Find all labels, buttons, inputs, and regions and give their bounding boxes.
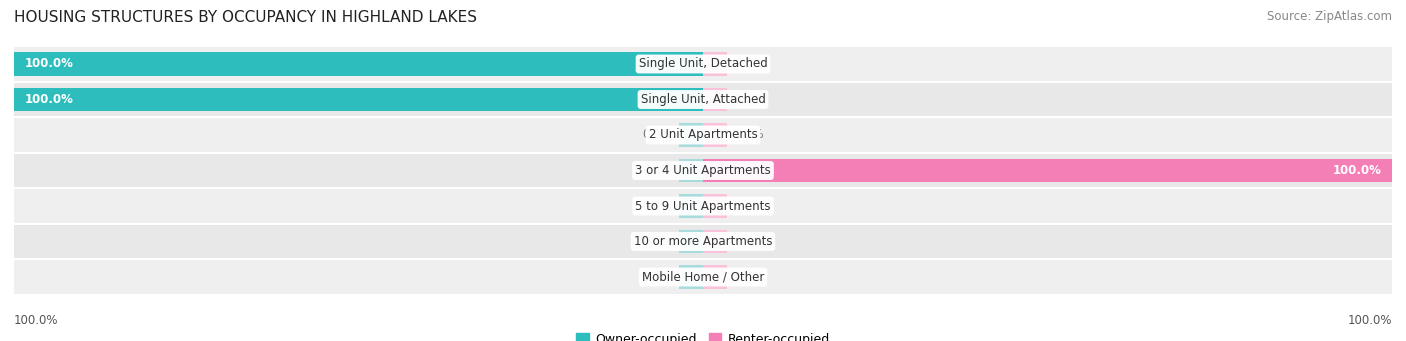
Text: 0.0%: 0.0% [643,270,672,283]
Bar [14,53,703,76]
Bar [14,117,1392,153]
Text: 3 or 4 Unit Apartments: 3 or 4 Unit Apartments [636,164,770,177]
Text: 100.0%: 100.0% [14,314,59,327]
Bar [14,88,703,111]
Text: 2 Unit Apartments: 2 Unit Apartments [648,129,758,142]
Bar [703,265,727,288]
Text: 0.0%: 0.0% [643,129,672,142]
Text: 0.0%: 0.0% [734,93,763,106]
Text: 0.0%: 0.0% [734,235,763,248]
Bar [679,123,703,147]
Text: Single Unit, Detached: Single Unit, Detached [638,58,768,71]
Bar [703,194,727,218]
Bar [703,159,1392,182]
Text: Single Unit, Attached: Single Unit, Attached [641,93,765,106]
Bar [14,82,1392,117]
Bar [679,230,703,253]
Bar [679,159,703,182]
Text: 100.0%: 100.0% [1347,314,1392,327]
Bar [14,259,1392,295]
Text: 10 or more Apartments: 10 or more Apartments [634,235,772,248]
Text: HOUSING STRUCTURES BY OCCUPANCY IN HIGHLAND LAKES: HOUSING STRUCTURES BY OCCUPANCY IN HIGHL… [14,10,477,25]
Text: 0.0%: 0.0% [734,270,763,283]
Bar [703,123,727,147]
Bar [679,194,703,218]
Text: 0.0%: 0.0% [734,58,763,71]
Text: 0.0%: 0.0% [643,199,672,212]
Legend: Owner-occupied, Renter-occupied: Owner-occupied, Renter-occupied [571,328,835,341]
Bar [679,265,703,288]
Text: Source: ZipAtlas.com: Source: ZipAtlas.com [1267,10,1392,23]
Text: 100.0%: 100.0% [1333,164,1382,177]
Text: 0.0%: 0.0% [643,235,672,248]
Bar [703,53,727,76]
Text: Mobile Home / Other: Mobile Home / Other [641,270,765,283]
Bar [14,46,1392,82]
Bar [14,224,1392,259]
Bar [14,153,1392,188]
Bar [14,188,1392,224]
Text: 0.0%: 0.0% [734,199,763,212]
Text: 100.0%: 100.0% [24,93,73,106]
Bar [703,88,727,111]
Bar [703,230,727,253]
Text: 5 to 9 Unit Apartments: 5 to 9 Unit Apartments [636,199,770,212]
Text: 0.0%: 0.0% [643,164,672,177]
Text: 100.0%: 100.0% [24,58,73,71]
Text: 0.0%: 0.0% [734,129,763,142]
